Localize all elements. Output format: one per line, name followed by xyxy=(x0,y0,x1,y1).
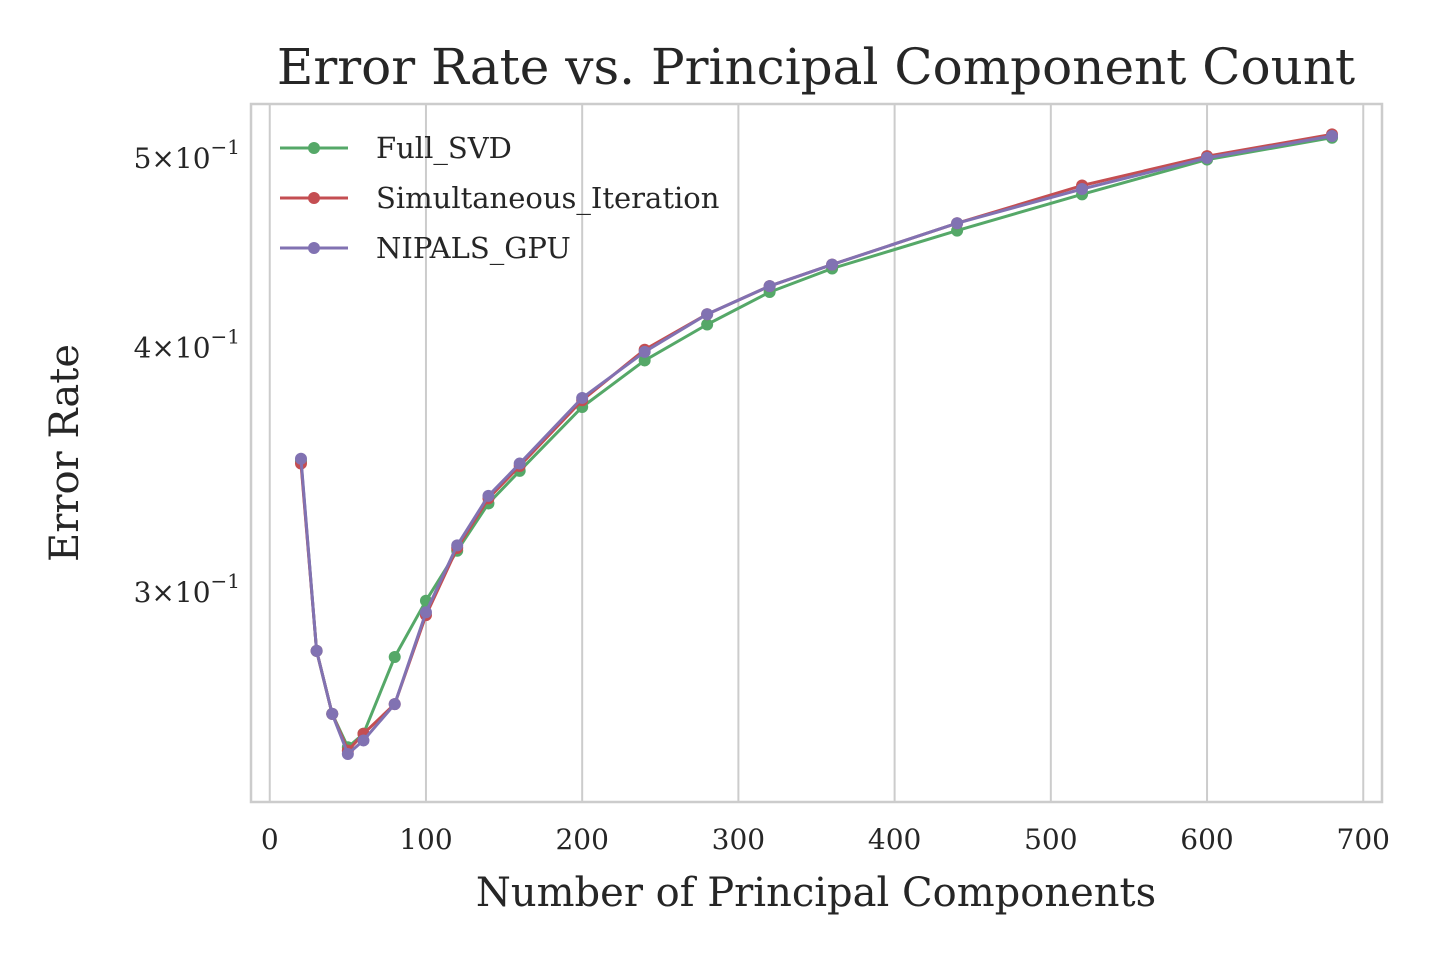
chart-title: Error Rate vs. Principal Component Count xyxy=(277,38,1355,96)
y-tick-label: 4×10−1 xyxy=(134,325,240,365)
data-point xyxy=(1201,151,1214,164)
data-point xyxy=(341,748,354,761)
y-tick-labels: 3×10−14×10−15×10−1 xyxy=(134,135,240,609)
data-point xyxy=(482,489,495,502)
data-point xyxy=(1326,130,1339,143)
x-axis-label: Number of Principal Components xyxy=(476,870,1156,916)
x-tick-label: 700 xyxy=(1337,823,1390,856)
y-tick-exponent: −1 xyxy=(211,135,240,159)
data-point xyxy=(701,308,714,321)
legend-item: NIPALS_GPU xyxy=(280,231,571,266)
x-tick-label: 600 xyxy=(1180,823,1233,856)
y-tick-times: × xyxy=(151,332,174,365)
y-tick-times: × xyxy=(151,576,174,609)
data-point xyxy=(826,258,839,271)
data-point xyxy=(451,539,464,552)
data-point xyxy=(310,644,323,657)
x-tick-labels: 0 100 200 300 400 500 600 700 xyxy=(261,823,1390,856)
data-point xyxy=(388,650,401,663)
x-tick-label: 200 xyxy=(555,823,608,856)
data-point xyxy=(388,698,401,711)
series-nipals-gpu xyxy=(294,130,1339,761)
data-point xyxy=(701,318,714,331)
data-point xyxy=(638,345,651,358)
data-point xyxy=(357,734,370,747)
legend: Full_SVD Simultaneous_Iteration NIPALS_GPU xyxy=(280,131,719,266)
y-tick-label: 5×10−1 xyxy=(134,135,240,175)
x-tick-label: 0 xyxy=(261,823,279,856)
y-tick-mantissa: 3 xyxy=(134,576,152,609)
y-tick-base: 10 xyxy=(175,576,211,609)
data-point xyxy=(576,391,589,404)
data-point xyxy=(951,217,964,230)
plot-frame xyxy=(249,102,1384,804)
data-point xyxy=(513,457,526,470)
y-tick-exponent: −1 xyxy=(211,325,240,349)
y-tick-mantissa: 4 xyxy=(134,332,152,365)
data-point xyxy=(638,354,651,367)
y-tick-base: 10 xyxy=(175,332,211,365)
y-tick-base: 10 xyxy=(175,142,211,175)
legend-label: NIPALS_GPU xyxy=(376,231,571,266)
data-point xyxy=(326,707,339,720)
gridlines xyxy=(268,104,1365,802)
data-point xyxy=(419,606,432,619)
y-tick-label: 3×10−1 xyxy=(134,569,240,609)
y-tick-exponent: −1 xyxy=(211,569,240,593)
legend-swatch-marker xyxy=(308,142,320,154)
data-point xyxy=(763,280,776,293)
x-tick-label: 300 xyxy=(712,823,765,856)
legend-swatch-marker xyxy=(308,192,320,204)
legend-item: Full_SVD xyxy=(280,131,512,166)
legend-item: Simultaneous_Iteration xyxy=(280,181,719,216)
legend-label: Full_SVD xyxy=(376,131,512,166)
y-tick-times: × xyxy=(151,142,174,175)
legend-swatch-marker xyxy=(308,242,320,254)
series-lines xyxy=(294,128,1339,761)
data-point xyxy=(1076,183,1089,196)
legend-label: Simultaneous_Iteration xyxy=(376,181,719,216)
data-point xyxy=(294,452,307,465)
x-tick-label: 400 xyxy=(868,823,921,856)
x-tick-label: 100 xyxy=(399,823,452,856)
y-tick-mantissa: 5 xyxy=(134,142,152,175)
x-tick-label: 500 xyxy=(1024,823,1077,856)
y-axis-label: Error Rate xyxy=(42,344,88,562)
